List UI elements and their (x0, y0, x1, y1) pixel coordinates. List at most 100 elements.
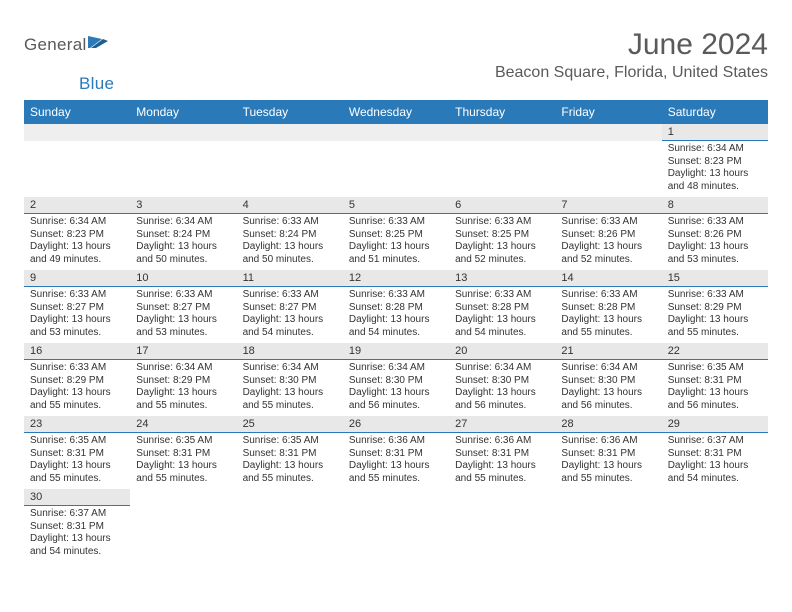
event-line: Daylight: 13 hours and 55 minutes. (668, 314, 762, 339)
event-line: Sunrise: 6:33 AM (30, 362, 124, 375)
date-cell (237, 489, 343, 506)
event-line: Daylight: 13 hours and 55 minutes. (136, 387, 230, 412)
event-cell (343, 506, 449, 563)
event-cell: Sunrise: 6:34 AMSunset: 8:23 PMDaylight:… (24, 214, 130, 271)
event-cell: Sunrise: 6:33 AMSunset: 8:28 PMDaylight:… (449, 287, 555, 344)
event-line: Daylight: 13 hours and 55 minutes. (30, 387, 124, 412)
date-cell: 30 (24, 489, 130, 506)
event-line: Sunrise: 6:35 AM (668, 362, 762, 375)
event-line: Sunset: 8:27 PM (136, 302, 230, 315)
date-cell (449, 124, 555, 141)
event-row: Sunrise: 6:33 AMSunset: 8:27 PMDaylight:… (24, 287, 768, 344)
event-line: Sunset: 8:28 PM (561, 302, 655, 315)
date-cell: 29 (662, 416, 768, 433)
date-cell: 6 (449, 197, 555, 214)
event-line: Sunset: 8:29 PM (668, 302, 762, 315)
event-line: Sunrise: 6:35 AM (30, 435, 124, 448)
event-cell: Sunrise: 6:34 AMSunset: 8:29 PMDaylight:… (130, 360, 236, 417)
date-cell: 18 (237, 343, 343, 360)
date-cell: 17 (130, 343, 236, 360)
event-cell: Sunrise: 6:33 AMSunset: 8:27 PMDaylight:… (237, 287, 343, 344)
event-line: Daylight: 13 hours and 56 minutes. (668, 387, 762, 412)
event-line: Sunset: 8:31 PM (668, 448, 762, 461)
event-line: Sunrise: 6:34 AM (136, 362, 230, 375)
date-cell: 25 (237, 416, 343, 433)
event-line: Sunrise: 6:34 AM (349, 362, 443, 375)
event-cell: Sunrise: 6:33 AMSunset: 8:26 PMDaylight:… (555, 214, 661, 271)
event-line: Sunrise: 6:34 AM (243, 362, 337, 375)
event-cell: Sunrise: 6:33 AMSunset: 8:29 PMDaylight:… (24, 360, 130, 417)
event-cell (130, 506, 236, 563)
date-cell (24, 124, 130, 141)
calendar-table: Sunday Monday Tuesday Wednesday Thursday… (24, 100, 768, 562)
date-cell: 7 (555, 197, 661, 214)
dayhead-thu: Thursday (449, 100, 555, 124)
event-line: Sunset: 8:26 PM (561, 229, 655, 242)
event-cell: Sunrise: 6:33 AMSunset: 8:24 PMDaylight:… (237, 214, 343, 271)
date-cell (343, 489, 449, 506)
event-line: Sunset: 8:31 PM (30, 448, 124, 461)
event-line: Sunset: 8:26 PM (668, 229, 762, 242)
event-line: Sunset: 8:27 PM (30, 302, 124, 315)
event-cell: Sunrise: 6:33 AMSunset: 8:27 PMDaylight:… (130, 287, 236, 344)
date-cell (130, 124, 236, 141)
event-line: Sunrise: 6:33 AM (668, 289, 762, 302)
date-row: 23242526272829 (24, 416, 768, 433)
event-line: Sunrise: 6:36 AM (349, 435, 443, 448)
event-cell: Sunrise: 6:33 AMSunset: 8:25 PMDaylight:… (449, 214, 555, 271)
event-line: Daylight: 13 hours and 55 minutes. (243, 460, 337, 485)
event-line: Sunset: 8:31 PM (455, 448, 549, 461)
date-cell: 20 (449, 343, 555, 360)
event-line: Sunrise: 6:33 AM (455, 289, 549, 302)
event-line: Sunset: 8:25 PM (349, 229, 443, 242)
event-cell (449, 506, 555, 563)
date-row: 1 (24, 124, 768, 141)
date-cell: 13 (449, 270, 555, 287)
event-cell: Sunrise: 6:36 AMSunset: 8:31 PMDaylight:… (449, 433, 555, 490)
date-cell: 15 (662, 270, 768, 287)
date-cell: 21 (555, 343, 661, 360)
event-cell: Sunrise: 6:34 AMSunset: 8:30 PMDaylight:… (343, 360, 449, 417)
event-cell: Sunrise: 6:36 AMSunset: 8:31 PMDaylight:… (343, 433, 449, 490)
event-line: Daylight: 13 hours and 54 minutes. (243, 314, 337, 339)
event-line: Sunrise: 6:34 AM (668, 143, 762, 156)
location: Beacon Square, Florida, United States (495, 64, 768, 82)
event-row: Sunrise: 6:37 AMSunset: 8:31 PMDaylight:… (24, 506, 768, 563)
event-cell: Sunrise: 6:37 AMSunset: 8:31 PMDaylight:… (662, 433, 768, 490)
date-cell: 19 (343, 343, 449, 360)
event-line: Daylight: 13 hours and 50 minutes. (136, 241, 230, 266)
event-cell: Sunrise: 6:33 AMSunset: 8:25 PMDaylight:… (343, 214, 449, 271)
event-line: Sunset: 8:31 PM (349, 448, 443, 461)
date-cell: 23 (24, 416, 130, 433)
event-cell: Sunrise: 6:34 AMSunset: 8:24 PMDaylight:… (130, 214, 236, 271)
date-cell: 27 (449, 416, 555, 433)
event-line: Daylight: 13 hours and 55 minutes. (349, 460, 443, 485)
date-cell: 5 (343, 197, 449, 214)
event-line: Daylight: 13 hours and 52 minutes. (455, 241, 549, 266)
date-cell (130, 489, 236, 506)
event-line: Sunset: 8:31 PM (30, 521, 124, 534)
date-cell: 12 (343, 270, 449, 287)
event-line: Sunset: 8:29 PM (136, 375, 230, 388)
date-cell (662, 489, 768, 506)
date-cell: 2 (24, 197, 130, 214)
day-header-row: Sunday Monday Tuesday Wednesday Thursday… (24, 100, 768, 124)
date-cell: 8 (662, 197, 768, 214)
event-line: Daylight: 13 hours and 53 minutes. (30, 314, 124, 339)
month-title: June 2024 (495, 28, 768, 62)
event-line: Sunset: 8:28 PM (349, 302, 443, 315)
event-cell (237, 506, 343, 563)
event-cell: Sunrise: 6:34 AMSunset: 8:30 PMDaylight:… (449, 360, 555, 417)
event-line: Daylight: 13 hours and 56 minutes. (561, 387, 655, 412)
date-row: 2345678 (24, 197, 768, 214)
date-cell: 14 (555, 270, 661, 287)
logo: General (24, 28, 110, 55)
event-cell: Sunrise: 6:35 AMSunset: 8:31 PMDaylight:… (662, 360, 768, 417)
logo-text-general: General (24, 35, 87, 55)
event-cell (343, 141, 449, 198)
event-cell: Sunrise: 6:33 AMSunset: 8:28 PMDaylight:… (555, 287, 661, 344)
event-cell: Sunrise: 6:36 AMSunset: 8:31 PMDaylight:… (555, 433, 661, 490)
event-line: Sunrise: 6:33 AM (30, 289, 124, 302)
event-cell: Sunrise: 6:33 AMSunset: 8:27 PMDaylight:… (24, 287, 130, 344)
date-cell: 3 (130, 197, 236, 214)
